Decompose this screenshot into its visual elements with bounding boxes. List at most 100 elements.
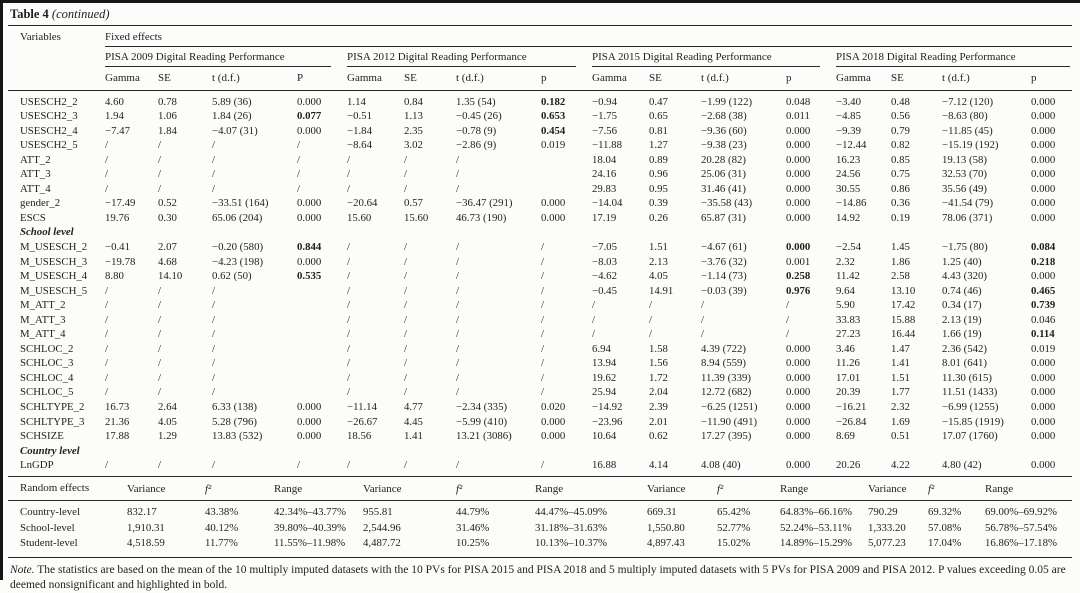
gamma-cell: 18.56	[347, 430, 372, 443]
se-cell: /	[158, 342, 161, 355]
p-cell: 0.258	[786, 270, 811, 283]
p-cell: /	[541, 386, 544, 399]
p-cell: 0.019	[1031, 342, 1056, 355]
p-cell	[297, 342, 347, 357]
t-cell: −41.54 (79)	[942, 197, 994, 210]
t-cell: −7.12 (120)	[942, 95, 994, 108]
se-cell: /	[158, 153, 161, 166]
gamma-cell: 14.92	[836, 211, 861, 224]
variable-label: SCHLOC_5	[20, 386, 74, 399]
column-header-t-0: t (d.f.)	[212, 72, 240, 84]
p-cell: 0.000	[297, 211, 322, 224]
se-cell: 4.68	[158, 255, 177, 268]
gamma-cell: −1.84	[347, 124, 372, 137]
p-cell: 0.000	[1031, 197, 1056, 210]
gamma-cell: 33.83	[836, 313, 861, 326]
p-cell: 0.000	[541, 197, 566, 210]
table-number: Table 4	[10, 7, 49, 21]
t-cell: /	[212, 299, 215, 312]
gamma-cell: 6.94	[592, 342, 611, 355]
variable-label: LnGDP	[20, 459, 54, 472]
se-cell: 0.56	[891, 110, 910, 123]
gamma-cell: /	[105, 182, 108, 195]
t-cell: 31.46 (41)	[701, 182, 746, 195]
t-cell: 4.08 (40)	[701, 459, 741, 472]
gamma-cell: 1.14	[347, 95, 366, 108]
t-cell: 2.13 (19)	[942, 313, 982, 326]
p-cell: 0.000	[297, 415, 322, 428]
t-cell: /	[212, 371, 215, 384]
p-cell: 0.000	[1031, 401, 1056, 414]
t-cell: 0.34 (17)	[942, 299, 982, 312]
column-header-gamma-2: Gamma	[592, 72, 627, 84]
p-cell: 0.000	[297, 430, 322, 443]
se-cell: 2.13	[649, 255, 668, 268]
p-cell: 0.000	[1031, 124, 1056, 137]
fixed-effects-grid: USESCH2_2 4.60 0.78 5.89 (36) 0.000 1.14 0.84 1…	[8, 91, 1072, 477]
p-cell: /	[541, 459, 544, 472]
p-cell: /	[541, 270, 544, 283]
variable-label: SCHSIZE	[20, 430, 64, 443]
page-left-border	[0, 0, 3, 580]
header-row-columns: Gamma SE t (d.f.) P Gamma SE t (d.f.) p Gamma SE t…	[8, 67, 1072, 91]
t-cell: /	[456, 371, 459, 384]
note-prefix: Note.	[10, 563, 35, 576]
variable-label: SCHLOC_2	[20, 342, 74, 355]
t-cell: /	[212, 182, 215, 195]
gamma-cell: /	[105, 153, 108, 166]
variance-cell: 5,077.23	[868, 537, 906, 550]
random-effects-header-row: Random effects Variance f² Range Variance f² R…	[8, 477, 1072, 502]
se-cell: /	[158, 284, 161, 297]
gamma-cell: 16.88	[592, 459, 617, 472]
gamma-cell: 2.32	[836, 255, 855, 268]
se-cell: 0.75	[891, 168, 910, 181]
gamma-cell: /	[105, 386, 108, 399]
gamma-cell: /	[347, 153, 350, 166]
t-cell: 0.62 (50)	[212, 270, 252, 283]
variable-label: gender_2	[20, 197, 61, 210]
t-cell: 1.66 (19)	[942, 328, 982, 341]
gamma-cell: /	[347, 270, 350, 283]
gamma-cell: 19.76	[105, 211, 130, 224]
gamma-cell: /	[347, 459, 350, 472]
gamma-cell: 11.26	[836, 357, 860, 370]
se-cell: 4.05	[158, 415, 177, 428]
t-cell: 32.53 (70)	[942, 168, 987, 181]
p-cell: /	[786, 313, 789, 326]
f-squared-cell: 52.77%	[717, 521, 751, 534]
se-cell: /	[404, 284, 407, 297]
range-header-0: Range	[274, 482, 303, 495]
p-cell: 0.000	[1031, 371, 1056, 384]
p-cell	[541, 167, 592, 182]
se-cell: /	[404, 357, 407, 370]
gamma-cell: 5.90	[836, 299, 855, 312]
column-header-t-1: t (d.f.)	[456, 72, 484, 84]
gamma-cell: 17.19	[592, 211, 617, 224]
gamma-cell: 8.69	[836, 430, 855, 443]
range-cell: 56.78%–57.54%	[985, 521, 1057, 534]
gamma-cell: /	[347, 241, 350, 254]
column-header-p-0: P	[297, 72, 304, 84]
survey-header-label: PISA 2018 Digital Reading Performance	[836, 51, 1070, 67]
variance-cell: 4,487.72	[363, 537, 401, 550]
p-cell: /	[541, 255, 544, 268]
t-cell: /	[701, 299, 704, 312]
gamma-cell: −4.85	[836, 110, 861, 123]
t-cell: 11.51 (1433)	[942, 386, 998, 399]
t-cell: 1.25 (40)	[942, 255, 982, 268]
column-header-se-0: SE	[158, 72, 171, 84]
p-cell: 0.000	[786, 124, 811, 137]
gamma-cell: 17.88	[105, 430, 130, 443]
t-cell: /	[212, 153, 215, 166]
se-cell: 0.78	[158, 95, 177, 108]
gamma-cell: −11.88	[592, 139, 622, 152]
gamma-cell: 13.94	[592, 357, 617, 370]
p-cell: 0.000	[541, 415, 566, 428]
se-cell: 0.82	[891, 139, 910, 152]
t-cell: /	[456, 168, 459, 181]
gamma-cell: −0.45	[592, 284, 617, 297]
t-cell: /	[456, 270, 459, 283]
p-cell: 0.000	[1031, 139, 1056, 152]
gamma-cell: 3.46	[836, 342, 855, 355]
p-cell: 0.000	[1031, 211, 1056, 224]
